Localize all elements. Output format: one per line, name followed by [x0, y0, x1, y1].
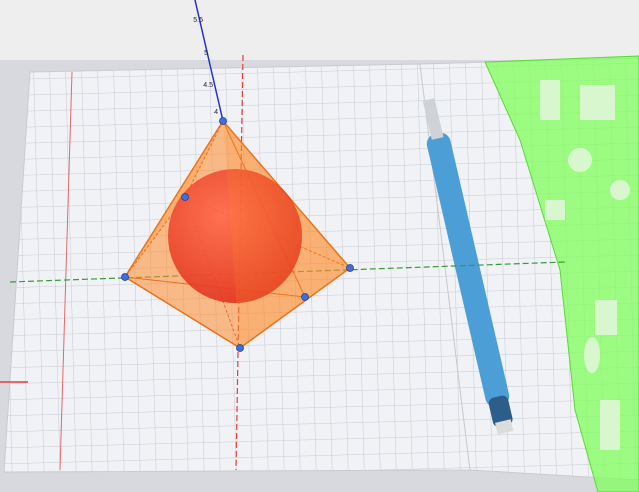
z-tick-label: 5	[204, 50, 208, 57]
z-tick-label: 5.5	[193, 17, 203, 24]
x-axis	[9, 261, 566, 283]
z-axis-labels: 5.5 5 4.5 4	[193, 17, 218, 116]
octahedron-front-face	[223, 121, 350, 348]
sphere	[168, 169, 302, 303]
margin-line	[59, 71, 73, 471]
ruler-stencil	[484, 55, 639, 492]
z-tick-label: 4.5	[203, 82, 213, 89]
wall	[0, 0, 639, 60]
stencil-holes	[540, 80, 630, 450]
pen	[422, 98, 514, 435]
points	[121, 117, 354, 352]
z-axis	[194, 0, 224, 122]
z-tick-label: 4	[214, 109, 218, 116]
